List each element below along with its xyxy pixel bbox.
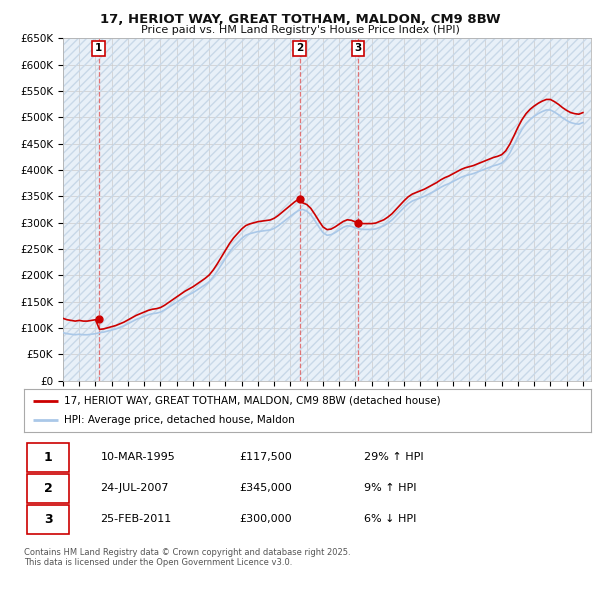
Text: 9% ↑ HPI: 9% ↑ HPI — [364, 483, 416, 493]
Text: 1: 1 — [44, 451, 52, 464]
Text: Price paid vs. HM Land Registry's House Price Index (HPI): Price paid vs. HM Land Registry's House … — [140, 25, 460, 35]
Text: 24-JUL-2007: 24-JUL-2007 — [101, 483, 169, 493]
Text: 17, HERIOT WAY, GREAT TOTHAM, MALDON, CM9 8BW (detached house): 17, HERIOT WAY, GREAT TOTHAM, MALDON, CM… — [64, 396, 440, 406]
Text: 29% ↑ HPI: 29% ↑ HPI — [364, 453, 424, 462]
Text: HPI: Average price, detached house, Maldon: HPI: Average price, detached house, Mald… — [64, 415, 295, 425]
Text: 1: 1 — [95, 44, 102, 54]
Text: £345,000: £345,000 — [239, 483, 292, 493]
Text: 3: 3 — [44, 513, 52, 526]
Text: 17, HERIOT WAY, GREAT TOTHAM, MALDON, CM9 8BW: 17, HERIOT WAY, GREAT TOTHAM, MALDON, CM… — [100, 13, 500, 26]
Text: 2: 2 — [296, 44, 303, 54]
Text: £117,500: £117,500 — [239, 453, 292, 462]
Text: 10-MAR-1995: 10-MAR-1995 — [101, 453, 175, 462]
Text: 3: 3 — [354, 44, 361, 54]
FancyBboxPatch shape — [27, 474, 70, 503]
Text: 6% ↓ HPI: 6% ↓ HPI — [364, 514, 416, 524]
Text: Contains HM Land Registry data © Crown copyright and database right 2025.
This d: Contains HM Land Registry data © Crown c… — [24, 548, 350, 567]
FancyBboxPatch shape — [27, 442, 70, 472]
FancyBboxPatch shape — [27, 504, 70, 533]
Text: 2: 2 — [44, 481, 52, 495]
Text: 25-FEB-2011: 25-FEB-2011 — [101, 514, 172, 524]
Text: £300,000: £300,000 — [239, 514, 292, 524]
